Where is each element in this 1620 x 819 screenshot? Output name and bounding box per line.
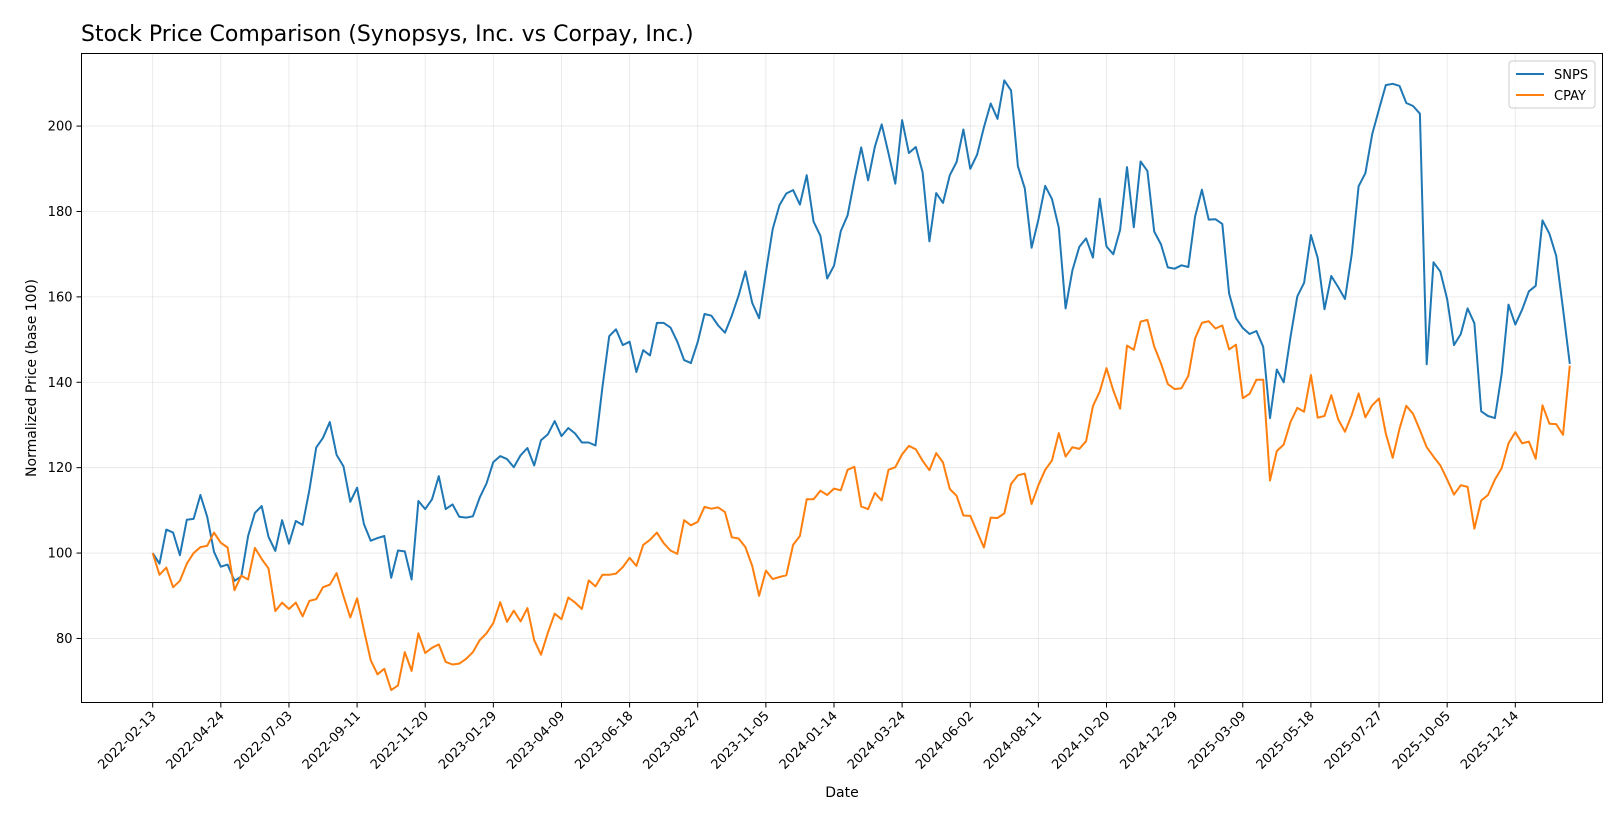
plot-area-frame — [81, 53, 1603, 703]
y-tick-label: 100 — [48, 547, 73, 562]
y-tick-label: 80 — [56, 632, 73, 647]
x-tick-label: 2023-11-05 — [709, 709, 773, 773]
x-tick-label: 2025-12-14 — [1458, 709, 1522, 773]
x-tick-label: 2025-03-09 — [1186, 709, 1250, 773]
x-tick-label: 2023-06-18 — [572, 709, 636, 773]
x-tick-label: 2024-06-02 — [913, 709, 977, 773]
x-tick-label: 2025-10-05 — [1390, 709, 1454, 773]
y-tick-label: 160 — [48, 290, 73, 305]
y-tick-label: 140 — [48, 376, 73, 391]
series-line-cpay — [151, 318, 1571, 692]
series-line-snps — [151, 79, 1571, 582]
y-tick-label: 180 — [48, 205, 73, 220]
y-tick-label: 200 — [48, 120, 73, 135]
x-tick-label: 2023-01-29 — [436, 709, 500, 773]
series-lines — [151, 79, 1571, 692]
y-axis-ticks: 80 100 120 140 160 180 200 — [48, 120, 82, 647]
legend: SNPS CPAY — [1508, 60, 1596, 109]
x-tick-label: 2024-10-20 — [1049, 709, 1113, 773]
x-tick-label: 2025-05-18 — [1254, 709, 1318, 773]
x-tick-label: 2025-07-27 — [1322, 709, 1386, 773]
legend-frame — [1508, 60, 1596, 109]
x-axis-ticks: 2022-02-13 2022-04-24 2022-07-03 2022-09-11… — [95, 702, 1522, 773]
x-tick-label: 2023-04-09 — [504, 709, 568, 773]
legend-label-snps: SNPS — [1554, 68, 1588, 83]
x-tick-label: 2024-01-14 — [777, 709, 841, 773]
x-tick-label: 2022-04-24 — [164, 709, 228, 773]
x-tick-label: 2023-08-27 — [641, 709, 705, 773]
grid-lines — [81, 53, 1603, 703]
y-axis-label: Normalized Price (base 100) — [24, 279, 40, 477]
y-tick-label: 120 — [48, 461, 73, 476]
legend-label-cpay: CPAY — [1554, 89, 1586, 104]
x-axis-label: Date — [825, 785, 858, 801]
x-tick-label: 2022-02-13 — [95, 709, 159, 773]
x-tick-label: 2022-11-20 — [368, 709, 432, 773]
x-tick-label: 2022-07-03 — [232, 709, 296, 773]
x-tick-label: 2024-12-29 — [1117, 709, 1181, 773]
x-tick-label: 2024-03-24 — [845, 709, 909, 773]
x-tick-label: 2022-09-11 — [300, 709, 364, 773]
chart-title: Stock Price Comparison (Synopsys, Inc. v… — [81, 22, 694, 47]
x-tick-label: 2024-08-11 — [981, 709, 1045, 773]
